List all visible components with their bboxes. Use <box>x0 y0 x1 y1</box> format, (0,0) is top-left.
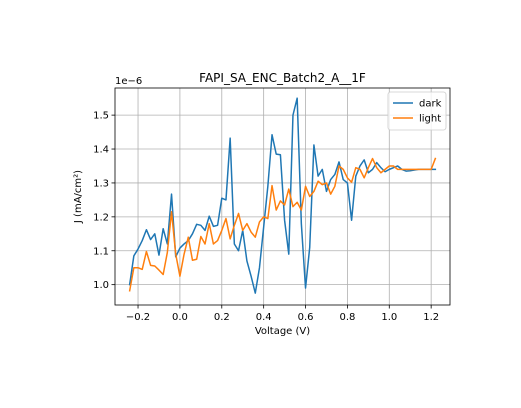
legend-box <box>387 91 447 131</box>
series-line-dark <box>128 97 437 294</box>
x-tick-label: −0.2 <box>126 312 150 323</box>
legend-label-light: light <box>419 114 441 125</box>
x-axis-label: Voltage (V) <box>255 326 310 337</box>
x-tick-label: 0.8 <box>339 312 355 323</box>
legend: dark light <box>387 91 447 131</box>
y-tick-label: 1.1 <box>93 246 109 257</box>
y-tick-label: 1.2 <box>93 212 109 223</box>
y-axis-label: J (mA/cm²) <box>73 170 84 224</box>
x-tick-label: 0.0 <box>172 312 188 323</box>
y-tick-label: 1.0 <box>93 280 109 291</box>
y-tick-label: 1.5 <box>93 111 109 122</box>
axis-ticks: −0.2 0.0 0.2 0.4 0.6 0.8 1.0 1.2 1.0 1.1 1.2 1.3 1.4… <box>93 111 439 323</box>
x-tick-label: 0.6 <box>298 312 314 323</box>
x-tick-label: 1.2 <box>423 312 439 323</box>
legend-label-dark: dark <box>419 99 442 110</box>
x-tick-label: 0.2 <box>214 312 230 323</box>
series-line-light <box>128 157 437 292</box>
y-axis-offset-label: 1e−6 <box>115 76 142 87</box>
y-tick-label: 1.3 <box>93 178 109 189</box>
x-tick-label: 1.0 <box>381 312 397 323</box>
x-tick-label: 0.4 <box>256 312 272 323</box>
chart-title: FAPI_SA_ENC_Batch2_A__1F <box>199 71 366 85</box>
y-tick-label: 1.4 <box>93 145 109 156</box>
plot-frame <box>114 87 451 306</box>
series-layer <box>128 97 437 294</box>
